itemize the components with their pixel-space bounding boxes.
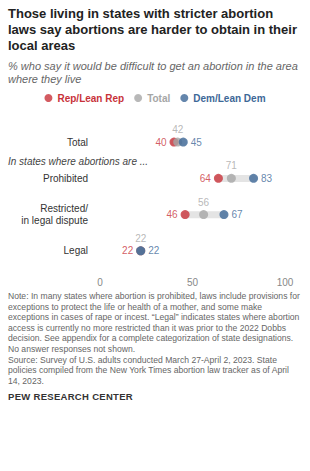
svg-text:56: 56 <box>198 197 210 208</box>
svg-text:67: 67 <box>231 209 243 220</box>
svg-text:In states where abortions are: In states where abortions are ... <box>8 156 148 167</box>
html-text:Source: Survey of U.S. adults: Source: Survey of U.S. adults conducted … <box>8 354 289 386</box>
svg-text:Rep/Lean Rep: Rep/Lean Rep <box>57 93 124 104</box>
html-text:% who say it would be difficul: % who say it would be difficult to get a… <box>8 60 298 85</box>
svg-text:Restricted/: Restricted/ <box>40 203 88 214</box>
svg-text:45: 45 <box>191 137 203 148</box>
svg-text:22: 22 <box>135 233 147 244</box>
svg-text:Legal: Legal <box>64 245 88 256</box>
svg-text:64: 64 <box>200 173 212 184</box>
svg-text:46: 46 <box>166 209 178 220</box>
svg-text:71: 71 <box>226 160 238 171</box>
html-text:Note: In many states where abo: Note: In many states where abortion is p… <box>8 291 300 354</box>
svg-text:42: 42 <box>172 124 184 135</box>
svg-text:Dem/Lean Dem: Dem/Lean Dem <box>193 93 265 104</box>
html-text:Those living in states with st: Those living in states with stricter abo… <box>8 6 297 53</box>
svg-text:40: 40 <box>155 137 167 148</box>
html-text:PEW RESEARCH CENTER: PEW RESEARCH CENTER <box>8 391 133 403</box>
svg-text:50: 50 <box>187 277 199 288</box>
svg-text:Total: Total <box>67 137 88 148</box>
svg-text:0: 0 <box>97 277 103 288</box>
svg-text:in legal dispute: in legal dispute <box>21 215 88 226</box>
svg-text:83: 83 <box>261 173 273 184</box>
svg-text:100: 100 <box>277 277 294 288</box>
svg-text:22: 22 <box>148 245 160 256</box>
svg-text:Prohibited: Prohibited <box>43 173 88 184</box>
svg-text:22: 22 <box>122 245 134 256</box>
svg-text:Total: Total <box>147 93 170 104</box>
